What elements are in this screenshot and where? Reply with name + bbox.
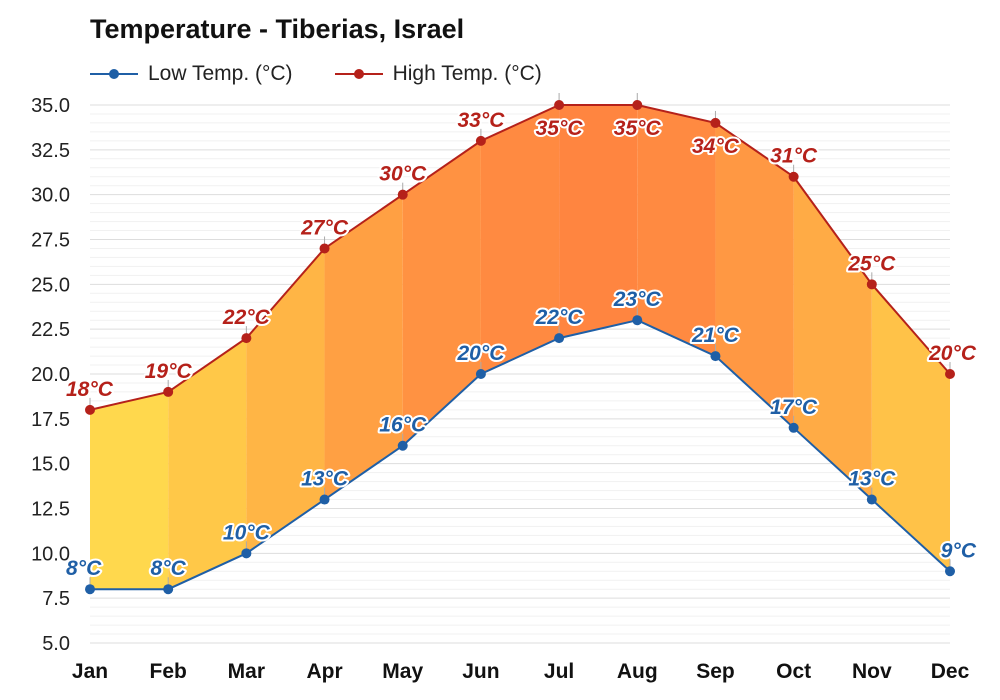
range-band-segment xyxy=(168,338,247,590)
y-tick-label: 10.0 xyxy=(31,543,70,565)
x-tick-label: Sep xyxy=(696,660,735,683)
high-temp-data-label: 35°C xyxy=(614,117,662,140)
low-temp-point xyxy=(319,494,330,505)
x-tick-label: Nov xyxy=(852,660,892,683)
high-temp-data-label: 34°C xyxy=(692,135,740,158)
y-tick-label: 17.5 xyxy=(31,409,70,431)
legend-label-low: Low Temp. (°C) xyxy=(148,62,293,85)
low-temp-data-label: 8°C xyxy=(151,557,187,580)
low-temp-point xyxy=(788,422,799,433)
range-band-segment xyxy=(715,122,794,428)
x-tick-label: Jan xyxy=(72,660,108,683)
y-tick-label: 30.0 xyxy=(31,185,70,207)
high-temp-point xyxy=(85,404,95,415)
low-temp-point xyxy=(866,494,877,505)
y-tick-label: 27.5 xyxy=(31,230,70,252)
range-band-segment xyxy=(246,248,325,554)
high-temp-line xyxy=(89,104,951,411)
high-temp-point xyxy=(397,189,408,200)
high-temp-point xyxy=(866,279,877,290)
x-tick-label: Apr xyxy=(306,660,342,683)
legend-label-high: High Temp. (°C) xyxy=(392,62,542,85)
low-temp-data-label: 23°C xyxy=(613,288,662,311)
high-temp-point xyxy=(554,100,565,110)
high-temp-point xyxy=(945,369,955,379)
range-band-segment xyxy=(559,105,638,339)
legend-item-high[interactable]: High Temp. (°C) xyxy=(334,62,542,86)
low-temp-data-label: 13°C xyxy=(848,468,896,491)
low-temp-point xyxy=(85,584,95,595)
high-temp-point xyxy=(710,117,721,128)
high-temp-data-label: 25°C xyxy=(847,252,896,275)
y-tick-label: 22.5 xyxy=(31,319,70,341)
high-temp-point xyxy=(632,100,643,110)
x-tick-label: Oct xyxy=(776,660,811,683)
low-temp-data-label: 16°C xyxy=(379,414,427,437)
legend: Low Temp. (°C) High Temp. (°C) xyxy=(90,62,584,86)
low-temp-data-label: 21°C xyxy=(691,324,740,347)
y-tick-label: 12.5 xyxy=(31,499,70,521)
high-temp-data-label: 18°C xyxy=(66,378,114,401)
low-temp-data-label: 22°C xyxy=(535,306,584,329)
range-band-segment xyxy=(871,284,950,572)
legend-swatch-high xyxy=(334,64,383,84)
x-tick-label: May xyxy=(382,660,423,683)
range-band-segment xyxy=(637,105,716,357)
low-temp-data-label: 9°C xyxy=(941,539,977,562)
legend-item-low[interactable]: Low Temp. (°C) xyxy=(90,62,293,86)
x-tick-label: Mar xyxy=(228,660,265,683)
y-tick-label: 25.0 xyxy=(31,274,70,296)
x-tick-label: Jul xyxy=(544,660,574,683)
y-tick-label: 7.5 xyxy=(42,588,70,610)
high-temp-data-label: 31°C xyxy=(770,145,818,168)
low-temp-point xyxy=(710,351,721,362)
x-tick-label: Dec xyxy=(931,660,970,683)
high-temp-point xyxy=(475,135,486,146)
low-temp-point xyxy=(945,566,955,577)
high-temp-data-label: 35°C xyxy=(536,117,584,140)
high-temp-data-label: 30°C xyxy=(379,163,427,186)
high-temp-data-label: 22°C xyxy=(222,306,271,329)
high-temp-data-label: 19°C xyxy=(145,360,193,383)
x-tick-label: Feb xyxy=(150,660,187,683)
range-band-segment xyxy=(480,105,560,374)
y-tick-label: 5.0 xyxy=(42,633,70,655)
high-temp-point xyxy=(241,333,252,344)
low-temp-line xyxy=(90,319,951,591)
low-temp-data-label: 20°C xyxy=(456,342,505,365)
x-tick-label: Aug xyxy=(617,660,658,683)
low-temp-data-label: 13°C xyxy=(301,468,349,491)
y-tick-label: 32.5 xyxy=(31,140,70,162)
y-tick-label: 15.0 xyxy=(31,454,70,476)
high-temp-data-label: 27°C xyxy=(300,216,349,239)
high-temp-data-label: 33°C xyxy=(457,109,505,132)
high-temp-point xyxy=(163,386,174,397)
low-temp-point xyxy=(241,548,252,559)
low-temp-point xyxy=(163,584,174,595)
range-band-segment xyxy=(793,176,872,500)
y-tick-label: 20.0 xyxy=(31,364,70,386)
low-temp-point xyxy=(397,440,408,451)
low-temp-data-label: 17°C xyxy=(770,396,818,419)
low-temp-point xyxy=(632,315,643,326)
y-tick-label: 35.0 xyxy=(31,95,70,117)
range-band-segment xyxy=(324,194,403,500)
high-temp-point xyxy=(788,171,799,182)
low-temp-point xyxy=(554,333,565,344)
high-temp-point xyxy=(319,243,330,254)
x-tick-label: Jun xyxy=(462,660,499,683)
legend-swatch-low xyxy=(90,64,138,84)
high-temp-data-label: 20°C xyxy=(928,342,977,365)
range-band-segment xyxy=(90,391,169,590)
low-temp-point xyxy=(475,369,486,379)
low-temp-data-label: 10°C xyxy=(223,521,271,544)
chart-title: Temperature - Tiberias, Israel xyxy=(90,14,465,44)
range-band-segment xyxy=(402,140,481,446)
low-temp-data-label: 8°C xyxy=(66,557,102,580)
